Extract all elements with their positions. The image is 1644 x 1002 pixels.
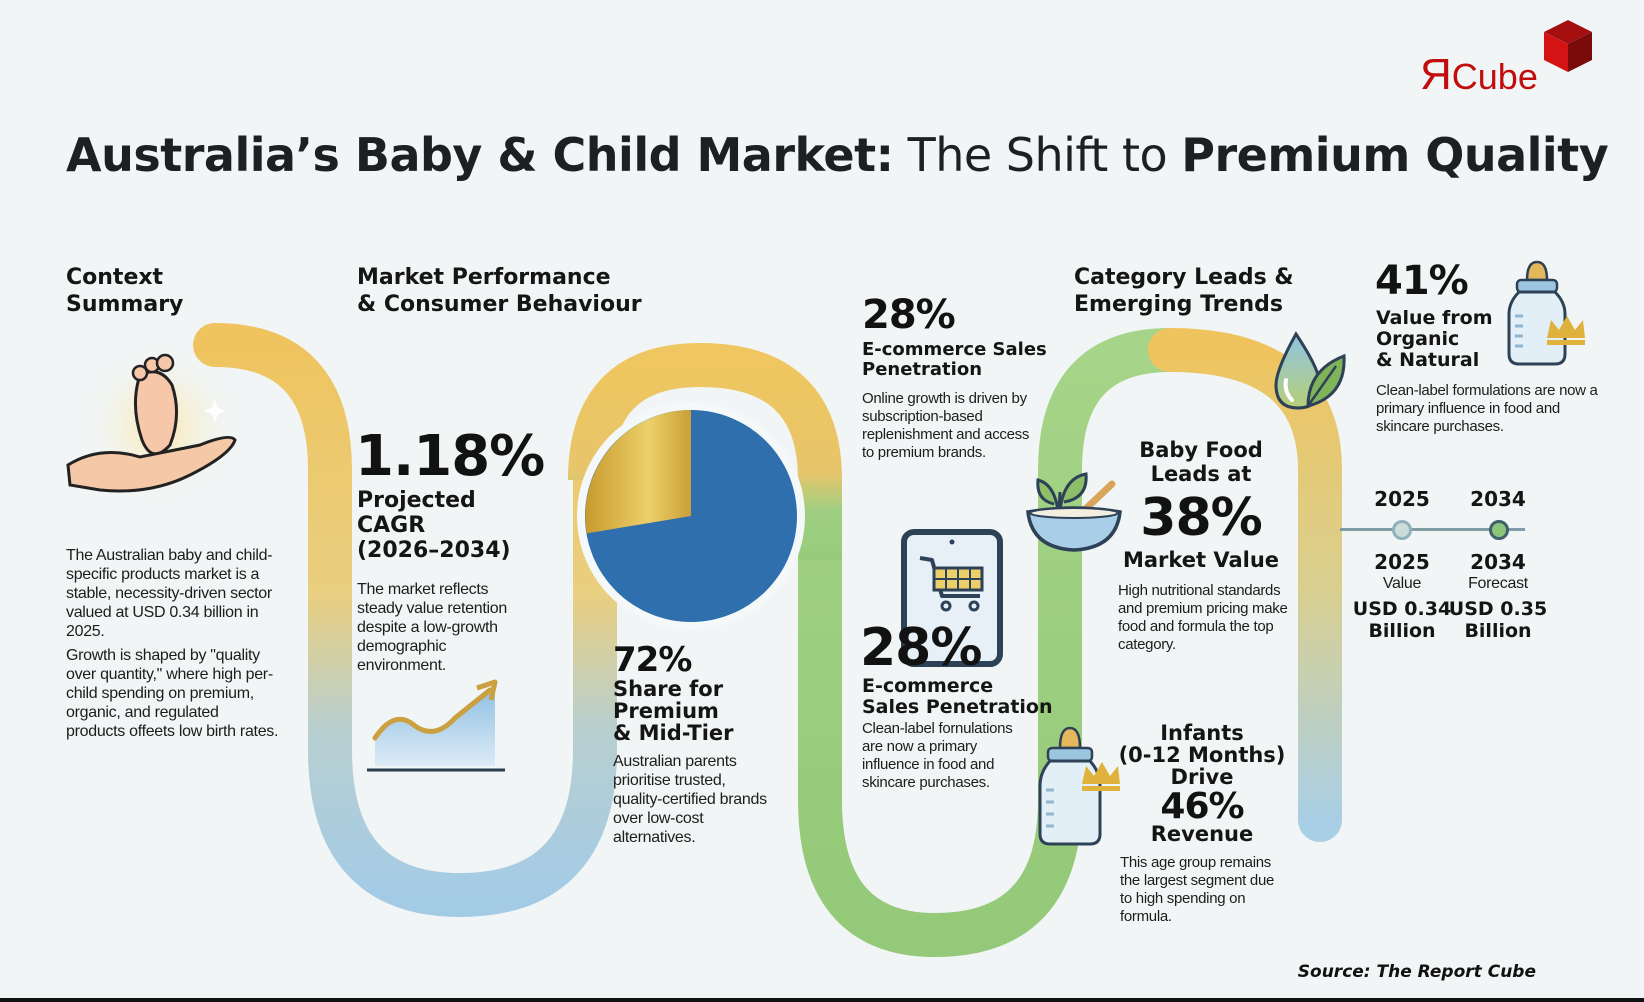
baby-food-label-bottom: Market Value xyxy=(1122,548,1280,572)
timeline-year-top-2025: 2025 xyxy=(1374,487,1430,511)
timeline-amount-2025-line2: Billion xyxy=(1368,620,1436,642)
logo: ЯCube xyxy=(1420,50,1538,100)
ecommerce-bottom-text: Clean-label fornulations are now a prima… xyxy=(862,720,1013,791)
timeline-line xyxy=(1340,528,1525,531)
market-heading-line2: & Consumer Behaviour xyxy=(357,292,642,317)
baby-foot-in-hand-icon xyxy=(66,345,240,505)
tablet-shopping-cart-icon xyxy=(901,529,1003,667)
timeline-dot-2034 xyxy=(1489,520,1509,540)
title-bold-end: Premium Quality xyxy=(1181,128,1609,182)
share-label-line3: & Mid-Tier xyxy=(613,721,734,745)
timeline: 2025 2034 2025 Value USD 0.34 Billion 20… xyxy=(1340,480,1550,642)
logo-text: Cube xyxy=(1451,56,1538,97)
infants-value: 46% xyxy=(1160,786,1244,827)
category-heading-line1: Category Leads & xyxy=(1074,265,1294,290)
timeline-amount-2034-line2: Billion xyxy=(1464,620,1532,642)
cagr-value: 1.18% xyxy=(355,424,545,489)
share-text: Australian parents prioritise trusted, q… xyxy=(613,753,767,846)
context-paragraph-1: The Australian baby and child-specific p… xyxy=(66,547,273,640)
ecommerce-top-label: E-commerce Sales Penetration xyxy=(862,340,1047,380)
cagr-label-line1: Projected xyxy=(357,488,476,513)
timeline-amount-2025: USD 0.34 Billion xyxy=(1340,598,1464,642)
category-heading-line2: Emerging Trends xyxy=(1074,292,1283,317)
source-credit: Source: The Report Cube xyxy=(1297,962,1536,982)
market-heading: Market Performance & Consumer Behaviour xyxy=(357,264,642,318)
baby-bottle-crown-icon xyxy=(1038,726,1120,846)
cagr-label: Projected CAGR (2026–2034) xyxy=(357,488,511,563)
ecommerce-top-value: 28% xyxy=(862,292,956,338)
market-heading-line1: Market Performance xyxy=(357,265,611,290)
baby-food-text: High nutritional standards and premium p… xyxy=(1118,582,1288,653)
infants-text: This age group remains the largest segme… xyxy=(1120,854,1275,925)
baby-food-value: 38% xyxy=(1140,488,1262,548)
organic-label: Value from Organic & Natural xyxy=(1376,308,1493,371)
share-value: 72% xyxy=(613,640,692,680)
ecommerce-top-label-line2: Penetration xyxy=(862,359,983,380)
timeline-amount-2034: USD 0.35 Billion xyxy=(1436,598,1560,642)
infants-label-line3: Drive xyxy=(1170,765,1234,789)
ecommerce-bottom-value: 28% xyxy=(860,618,982,678)
organic-text: Clean-label formulations are now a prima… xyxy=(1376,382,1598,435)
logo-glyph: Я xyxy=(1420,50,1452,99)
share-label-line2: Premium xyxy=(613,699,719,723)
timeline-sublabel-2025: Value xyxy=(1382,575,1422,592)
timeline-year-2025: 2025 xyxy=(1374,550,1430,574)
page-title: Australia’s Baby & Child Market: The Shi… xyxy=(66,128,1609,182)
cagr-label-line3: (2026–2034) xyxy=(357,538,511,563)
infants-label-line1: Infants xyxy=(1160,721,1244,745)
context-heading-line2: Summary xyxy=(66,292,184,317)
ecommerce-bottom-label: E-commerce Sales Penetration xyxy=(862,676,1053,718)
share-label-line1: Share for xyxy=(613,677,724,701)
organic-label-line3: & Natural xyxy=(1376,349,1480,371)
context-heading: Context Summary xyxy=(66,264,183,318)
bottom-border xyxy=(0,998,1644,1002)
organic-label-line1: Value from xyxy=(1376,307,1493,329)
baby-food-label-line2: Leads at xyxy=(1150,462,1252,486)
timeline-amount-2025-line1: USD 0.34 xyxy=(1352,598,1452,620)
share-label: Share for Premium & Mid-Tier xyxy=(613,678,734,744)
ecommerce-bottom-label-line2: Sales Penetration xyxy=(862,696,1053,718)
baby-food-label-line1: Baby Food xyxy=(1139,438,1263,462)
title-light: The Shift to xyxy=(907,128,1168,182)
infants-label-bottom: Revenue xyxy=(1150,822,1254,846)
baby-food-label-top: Baby Food Leads at xyxy=(1106,438,1296,486)
red-cube-icon xyxy=(1544,20,1592,72)
context-paragraph-2: Growth is shaped by "quality over quanti… xyxy=(66,647,279,740)
timeline-sublabel-2034: Forecast xyxy=(1468,575,1528,592)
timeline-amount-2034-line1: USD 0.35 xyxy=(1448,598,1548,620)
timeline-year-top-2034: 2034 xyxy=(1470,487,1526,511)
ecommerce-top-label-line1: E-commerce Sales xyxy=(862,339,1047,360)
category-heading: Category Leads & Emerging Trends xyxy=(1074,264,1294,318)
ecommerce-top-text: Online growth is driven by subscription-… xyxy=(862,390,1030,461)
organic-value: 41% xyxy=(1375,258,1469,304)
pie-slice-other xyxy=(585,410,691,534)
infants-label-line2: (0-12 Months) xyxy=(1118,743,1286,767)
timeline-dot-2025 xyxy=(1392,520,1412,540)
cagr-text: The market reflects steady value retenti… xyxy=(357,581,507,674)
ecommerce-bottom-label-line1: E-commerce xyxy=(862,675,994,697)
baby-bottle-crown-icon xyxy=(1507,260,1585,366)
growth-chart-icon xyxy=(367,679,505,772)
title-bold: Australia’s Baby & Child Market: xyxy=(66,128,894,182)
water-drop-leaf-icon xyxy=(1274,331,1346,410)
pie-chart-premium-share xyxy=(577,402,805,630)
context-heading-line1: Context xyxy=(66,265,164,290)
infants-label: Infants (0-12 Months) Drive xyxy=(1104,722,1300,788)
organic-label-line2: Organic xyxy=(1376,328,1460,350)
timeline-year-2034: 2034 xyxy=(1470,550,1526,574)
bowl-with-sprout-icon xyxy=(1026,472,1122,552)
cagr-label-line2: CAGR xyxy=(357,513,426,538)
